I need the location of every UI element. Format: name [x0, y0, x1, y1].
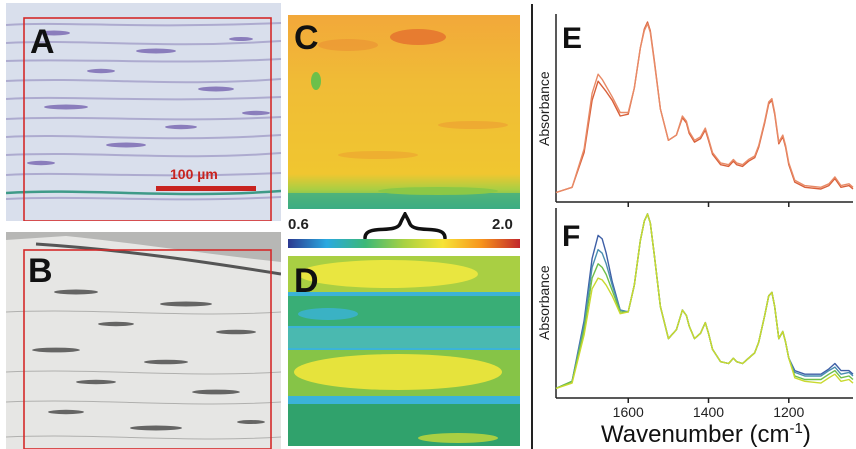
- spectrum-line-f-3: [555, 213, 854, 390]
- histology-image-a: [6, 3, 281, 221]
- ylabel-f: Absorbance: [536, 265, 552, 340]
- scale-bar-label: 100 µm: [170, 166, 218, 182]
- spectrum-frame-f: [555, 208, 853, 399]
- colorbar-max-label: 2.0: [492, 216, 513, 233]
- spectrum-line-e-1: [555, 21, 854, 194]
- panel-b-histology-image: B: [6, 232, 281, 449]
- x-axis-label: Wavenumber (cm-1): [601, 420, 811, 448]
- x-tick-label: 1400: [693, 404, 724, 420]
- panel-letter-d: D: [294, 262, 319, 300]
- panel-letter-f: F: [562, 220, 580, 253]
- ylabel-e: Absorbance: [536, 71, 552, 146]
- colorbar-min-label: 0.6: [288, 216, 309, 233]
- scale-bar: [156, 186, 256, 191]
- histology-image-b: [6, 232, 281, 449]
- spectrum-line-f-4: [555, 213, 854, 390]
- panel-letter-b: B: [28, 252, 53, 290]
- x-tick-label: 1200: [773, 404, 804, 420]
- spectrum-line-f-2: [555, 213, 854, 390]
- spectrum-line-f-1: [555, 213, 854, 390]
- x-tick-label: 1600: [613, 404, 644, 420]
- panel-d-heatmap: D: [288, 256, 520, 446]
- roi-box-b: [23, 249, 272, 449]
- heatmap-c: [288, 15, 520, 209]
- panel-divider: [531, 4, 533, 449]
- spectrum-frame-e: [555, 14, 853, 203]
- panel-letter-a: A: [30, 23, 55, 61]
- panel-a-histology-image: 100 µm A: [6, 3, 281, 221]
- spectrum-line-e-2: [555, 23, 854, 194]
- panel-letter-c: C: [294, 19, 319, 57]
- colorbar: [288, 239, 520, 248]
- roi-box-a: [23, 17, 272, 221]
- spectra-chart: 1600 1400 1200 E F Absorbance Absorbance W…: [536, 14, 854, 448]
- panel-letter-e: E: [562, 22, 582, 55]
- panel-c-heatmap: C: [288, 15, 520, 209]
- heatmap-d: [288, 256, 520, 446]
- curly-brace-icon: [363, 212, 447, 240]
